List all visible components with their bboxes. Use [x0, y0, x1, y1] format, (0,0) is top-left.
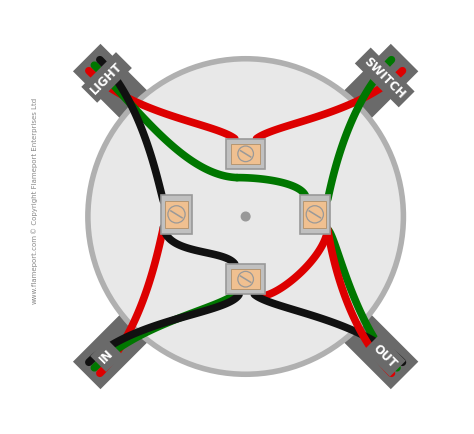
Text: SWITCH: SWITCH: [362, 55, 408, 102]
FancyBboxPatch shape: [165, 202, 188, 228]
FancyBboxPatch shape: [226, 139, 265, 170]
Text: LIGHT: LIGHT: [88, 60, 125, 97]
Polygon shape: [330, 45, 419, 133]
Text: IN: IN: [97, 346, 116, 365]
Polygon shape: [73, 45, 161, 133]
FancyBboxPatch shape: [303, 202, 326, 228]
Text: © Copyright Flameport Enterprises Ltd: © Copyright Flameport Enterprises Ltd: [32, 97, 38, 233]
FancyBboxPatch shape: [300, 195, 330, 234]
Circle shape: [88, 59, 403, 375]
Polygon shape: [330, 301, 419, 389]
Circle shape: [241, 213, 250, 221]
FancyBboxPatch shape: [231, 269, 260, 290]
Text: www.flameport.com: www.flameport.com: [32, 234, 38, 304]
Polygon shape: [73, 301, 161, 389]
FancyBboxPatch shape: [226, 264, 265, 295]
Text: OUT: OUT: [370, 342, 399, 370]
FancyBboxPatch shape: [231, 144, 260, 165]
FancyBboxPatch shape: [161, 195, 191, 234]
